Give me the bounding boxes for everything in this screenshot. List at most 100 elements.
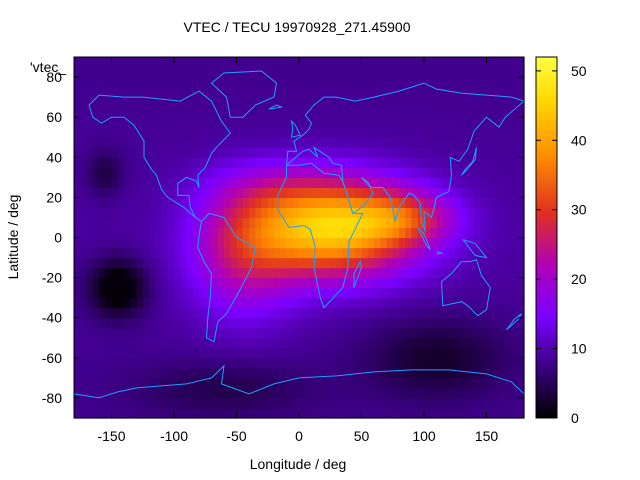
heatmap-cell [230, 247, 238, 259]
heatmap-cell [324, 197, 331, 209]
heatmap-cell [480, 317, 488, 329]
heatmap-cell [442, 397, 450, 409]
heatmap-cell [305, 287, 313, 299]
heatmap-cell [399, 397, 406, 409]
heatmap-cell [192, 217, 200, 229]
heatmap-cell [305, 157, 313, 168]
heatmap-cell [492, 327, 500, 339]
heatmap-cell [386, 277, 394, 289]
heatmap-cell [311, 207, 319, 219]
heatmap-cell [330, 397, 338, 409]
heatmap-cell [124, 57, 131, 68]
heatmap-cell [230, 147, 238, 158]
heatmap-cell [161, 117, 169, 128]
heatmap-cell [324, 327, 331, 339]
heatmap-cell [205, 207, 213, 219]
heatmap-cell [99, 137, 106, 148]
heatmap-cell [499, 307, 506, 319]
heatmap-cell [149, 177, 156, 188]
heatmap-cell [355, 117, 363, 128]
heatmap-cell [424, 277, 431, 289]
x-tick-label: 0 [295, 428, 303, 444]
heatmap-cell [399, 347, 406, 359]
heatmap-cell [367, 327, 375, 339]
heatmap-cell [211, 367, 219, 379]
heatmap-cell [267, 117, 275, 128]
heatmap-cell [130, 167, 138, 178]
heatmap-cell [92, 97, 100, 108]
heatmap-cell [124, 387, 131, 399]
heatmap-cell [455, 187, 463, 198]
heatmap-cell [392, 397, 400, 409]
heatmap-cell [205, 157, 213, 168]
heatmap-cell [267, 287, 275, 299]
heatmap-cell [261, 177, 269, 188]
heatmap-cell [99, 237, 106, 249]
heatmap-cell [467, 77, 475, 88]
heatmap-cell [349, 277, 356, 289]
heatmap-cell [374, 227, 381, 239]
heatmap-cell [517, 177, 525, 188]
heatmap-cell [505, 57, 513, 68]
heatmap-cell [361, 267, 369, 279]
heatmap-cell [424, 57, 431, 68]
heatmap-cell [417, 387, 425, 399]
heatmap-cell [205, 67, 213, 78]
coastline [353, 260, 363, 288]
heatmap-cell [192, 137, 200, 148]
heatmap-cell [255, 207, 263, 219]
heatmap-cell [367, 237, 375, 249]
heatmap-cell [205, 237, 213, 249]
heatmap-cell [467, 207, 475, 219]
heatmap-cell [280, 67, 288, 78]
heatmap-cell [399, 247, 406, 259]
heatmap-cell [411, 117, 419, 128]
heatmap-cell [392, 297, 400, 309]
heatmap-cell [367, 107, 375, 118]
heatmap-cell [142, 367, 150, 379]
heatmap-cell [399, 147, 406, 158]
heatmap-cell [349, 77, 356, 88]
heatmap-cell [249, 147, 256, 158]
heatmap-cell [205, 87, 213, 98]
heatmap-cell [217, 367, 225, 379]
heatmap-cell [411, 167, 419, 178]
heatmap-cell [511, 337, 519, 349]
heatmap-cell [167, 147, 175, 158]
heatmap-cell [499, 387, 506, 399]
heatmap-cell [142, 217, 150, 229]
heatmap-cell [267, 217, 275, 229]
heatmap-cell [467, 167, 475, 178]
heatmap-cell [192, 157, 200, 168]
heatmap-cell [180, 177, 188, 188]
heatmap-cell [367, 247, 375, 259]
heatmap-cell [467, 377, 475, 389]
heatmap-cell [449, 127, 456, 138]
heatmap-cell [130, 77, 138, 88]
heatmap-cell [330, 177, 338, 188]
heatmap-cell [442, 327, 450, 339]
heatmap-cell [461, 197, 469, 209]
heatmap-cell [174, 177, 181, 188]
heatmap-cell [292, 57, 300, 68]
heatmap-cell [361, 67, 369, 78]
heatmap-cell [417, 397, 425, 409]
heatmap-cell [111, 307, 119, 319]
heatmap-cell [430, 257, 438, 269]
heatmap-cell [392, 267, 400, 279]
heatmap-cell [249, 407, 256, 419]
heatmap-cell [167, 137, 175, 148]
heatmap-cell [199, 297, 206, 309]
heatmap-cell [399, 167, 406, 178]
heatmap-cell [261, 297, 269, 309]
heatmap-cell [117, 107, 125, 118]
heatmap-cell [80, 377, 88, 389]
heatmap-cell [380, 67, 388, 78]
heatmap-cell [199, 77, 206, 88]
heatmap-cell [174, 387, 181, 399]
heatmap-cell [180, 327, 188, 339]
heatmap-cell [186, 267, 194, 279]
heatmap-cell [161, 177, 169, 188]
heatmap-cell [386, 227, 394, 239]
heatmap-cell [236, 147, 244, 158]
